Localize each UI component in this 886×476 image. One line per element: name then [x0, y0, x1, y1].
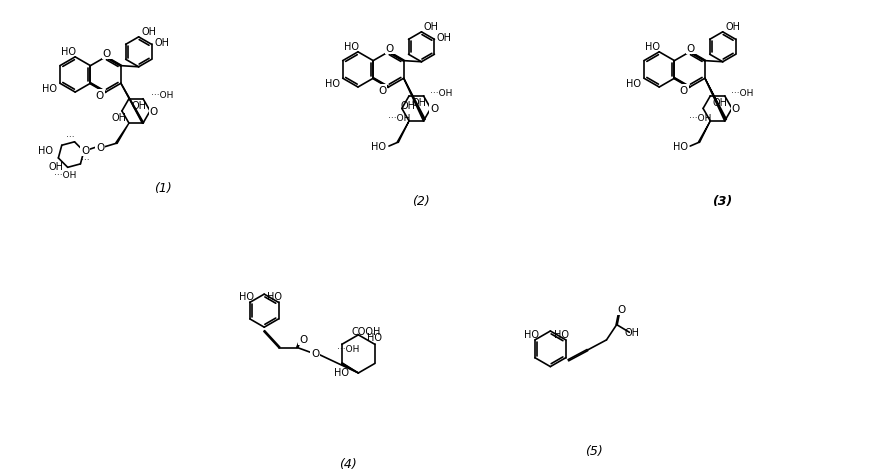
Text: ···: ··· — [66, 133, 75, 142]
Text: OH: OH — [625, 327, 640, 337]
Text: O: O — [680, 85, 688, 95]
Text: O: O — [103, 49, 111, 59]
Text: ···OH: ···OH — [388, 113, 410, 122]
Text: HO: HO — [325, 79, 340, 89]
Text: OH: OH — [154, 38, 169, 48]
Text: HO: HO — [38, 146, 53, 156]
Text: (2): (2) — [412, 194, 430, 207]
Text: O: O — [385, 44, 394, 54]
Text: OH: OH — [49, 161, 63, 171]
Text: ···OH: ···OH — [151, 91, 173, 100]
Polygon shape — [404, 79, 425, 121]
Text: OH: OH — [713, 98, 727, 108]
Text: OH: OH — [412, 98, 426, 108]
Text: O: O — [81, 146, 89, 156]
Polygon shape — [116, 124, 129, 144]
Text: OH: OH — [424, 21, 439, 31]
Text: O: O — [299, 334, 307, 344]
Text: (3): (3) — [712, 194, 732, 207]
Text: HO: HO — [345, 41, 359, 51]
Text: HO: HO — [371, 142, 386, 152]
Text: HO: HO — [672, 142, 688, 152]
Text: OH: OH — [400, 100, 416, 110]
Text: HO: HO — [43, 84, 58, 94]
Text: HO: HO — [334, 367, 349, 377]
Text: (1): (1) — [154, 182, 172, 195]
Text: O: O — [618, 305, 626, 315]
Text: ···OH: ···OH — [337, 344, 360, 353]
Text: HO: HO — [368, 332, 383, 342]
Text: HO: HO — [555, 329, 570, 339]
Text: OH: OH — [112, 113, 127, 123]
Text: O: O — [732, 104, 740, 114]
Text: COOH: COOH — [351, 327, 381, 336]
Text: HO: HO — [268, 291, 283, 301]
Text: ···OH: ···OH — [54, 171, 76, 180]
Text: O: O — [311, 348, 319, 358]
Text: HO: HO — [238, 291, 253, 301]
Text: ···: ··· — [82, 156, 89, 165]
Text: (5): (5) — [585, 444, 602, 457]
Text: O: O — [96, 90, 104, 100]
Text: O: O — [378, 85, 386, 95]
Text: OH: OH — [726, 21, 740, 31]
Text: (4): (4) — [339, 457, 357, 470]
Text: O: O — [150, 107, 158, 117]
Text: O: O — [96, 143, 105, 153]
Polygon shape — [397, 122, 409, 143]
Polygon shape — [705, 79, 727, 121]
Text: HO: HO — [61, 47, 76, 57]
Text: ···OH: ···OH — [731, 89, 753, 98]
Polygon shape — [341, 363, 358, 373]
Text: OH: OH — [437, 33, 452, 43]
Text: HO: HO — [646, 41, 660, 51]
Text: HO: HO — [524, 329, 539, 339]
Text: ···OH: ···OH — [430, 89, 452, 98]
Text: O: O — [431, 104, 439, 114]
Text: ···OH: ···OH — [689, 113, 711, 122]
Text: HO: HO — [626, 79, 641, 89]
Text: O: O — [687, 44, 696, 54]
Text: OH: OH — [141, 27, 156, 37]
Text: OH: OH — [131, 101, 146, 111]
Polygon shape — [698, 122, 711, 143]
Polygon shape — [120, 84, 144, 124]
